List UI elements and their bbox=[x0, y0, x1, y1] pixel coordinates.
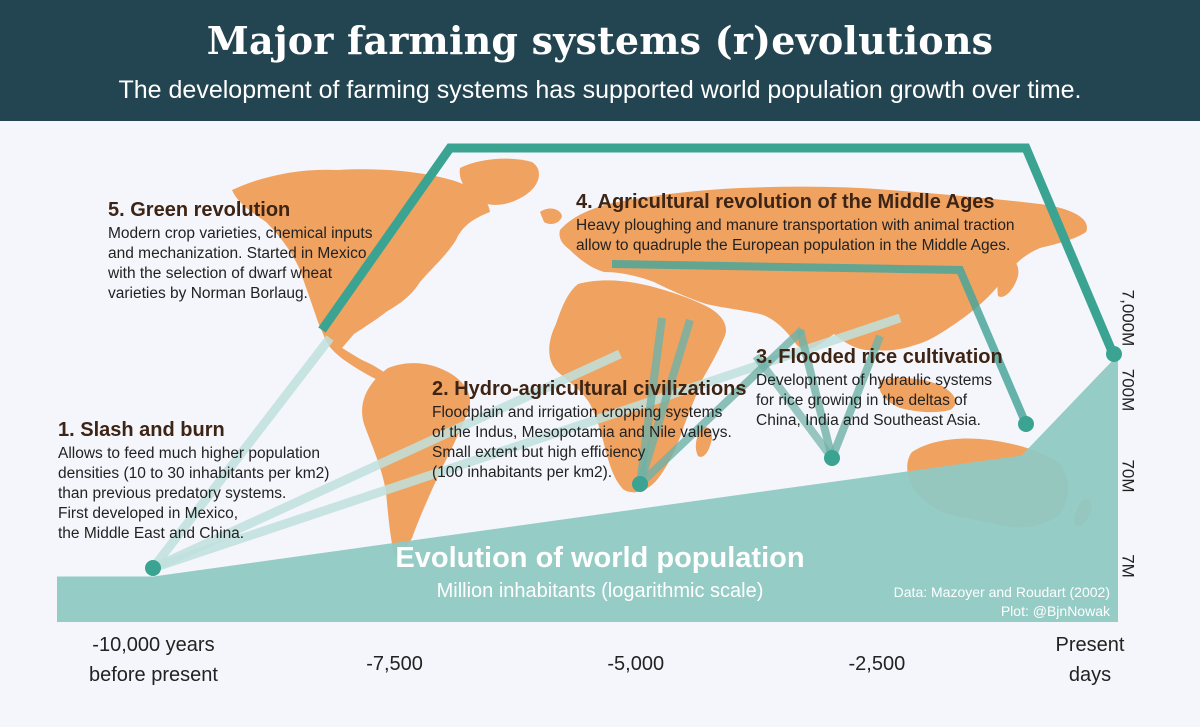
milestone-desc-line: densities (10 to 30 inhabitants per km2) bbox=[58, 465, 329, 482]
milestone-desc-line: (100 inhabitants per km2). bbox=[432, 464, 612, 481]
milestone-title-3: 3. Flooded rice cultivation bbox=[756, 346, 1003, 368]
milestone-link-line bbox=[149, 335, 334, 571]
central-america-landmass bbox=[324, 336, 392, 384]
south-america-landmass bbox=[362, 363, 470, 557]
greenland-landmass bbox=[459, 158, 539, 205]
milestone-desc-line: of the Indus, Mesopotamia and Nile valle… bbox=[432, 424, 732, 441]
milestone-desc-line: China, India and Southeast Asia. bbox=[756, 412, 981, 429]
southeast-asia-islands bbox=[879, 378, 956, 413]
milestone-desc-line: Allows to feed much higher population bbox=[58, 445, 320, 462]
milestone-desc-line: with the selection of dwarf wheat bbox=[107, 265, 333, 282]
milestone-point-3 bbox=[824, 450, 840, 466]
milestone-title-1: 1. Slash and burn bbox=[58, 419, 225, 441]
x-tick-label: -2,500 bbox=[849, 653, 906, 675]
arctic-islands bbox=[540, 208, 562, 224]
credit-data: Data: Mazoyer and Roudart (2002) bbox=[894, 584, 1110, 600]
milestone-desc-line: Heavy ploughing and manure transportatio… bbox=[576, 217, 1015, 234]
milestone-desc-line: First developed in Mexico, bbox=[58, 505, 238, 522]
x-tick-label: days bbox=[1069, 664, 1111, 686]
milestone-link-line bbox=[637, 327, 805, 487]
milestone-title-4: 4. Agricultural revolution of the Middle… bbox=[576, 191, 995, 213]
milestone-desc-line: allow to quadruple the European populati… bbox=[576, 237, 1010, 254]
y-tick-label: 700M bbox=[1119, 369, 1138, 412]
y-axis: 7M 70M 700M 7,000M bbox=[1119, 290, 1138, 578]
milestone-desc-line: the Middle East and China. bbox=[58, 525, 244, 542]
milestone-point-2 bbox=[632, 476, 648, 492]
milestone-title-5: 5. Green revolution bbox=[108, 199, 290, 221]
madagascar-landmass bbox=[695, 427, 712, 457]
milestone-link-line bbox=[828, 334, 884, 460]
milestone-desc-line: Floodplain and irrigation cropping syste… bbox=[432, 404, 723, 421]
milestone-title-2: 2. Hydro-agricultural civilizations bbox=[432, 378, 747, 400]
area-subtitle: Million inhabitants (logarithmic scale) bbox=[437, 580, 764, 602]
milestone-desc-line: and mechanization. Started in Mexico bbox=[108, 245, 366, 262]
milestone-point-4 bbox=[1018, 416, 1034, 432]
area-title: Evolution of world population bbox=[395, 542, 804, 574]
north-america-landmass bbox=[232, 169, 490, 350]
population-area bbox=[57, 354, 1118, 622]
milestone-point-5 bbox=[1106, 346, 1122, 362]
milestone-link-line bbox=[636, 317, 666, 485]
milestone-link-line bbox=[151, 349, 622, 573]
milestone-desc-line: than previous predatory systems. bbox=[58, 485, 286, 502]
milestone-link-line bbox=[611, 260, 1030, 426]
milestone-link-line bbox=[796, 329, 836, 459]
x-tick-label: -10,000 years bbox=[92, 634, 214, 656]
milestone-point-1 bbox=[145, 560, 161, 576]
y-tick-label: 70M bbox=[1119, 459, 1138, 492]
milestone-desc-line: Small extent but high efficiency bbox=[432, 444, 646, 461]
y-tick-label: 7,000M bbox=[1119, 290, 1138, 347]
x-tick-label: -7,500 bbox=[366, 653, 423, 675]
milestone-link-line bbox=[752, 353, 836, 461]
japan-landmass bbox=[997, 260, 1019, 297]
milestone-desc-line: Modern crop varieties, chemical inputs bbox=[108, 225, 373, 242]
milestone-desc-line: Development of hydraulic systems bbox=[756, 372, 992, 389]
page-title: Major farming systems (r)evolutions bbox=[206, 18, 994, 63]
y-tick-label: 7M bbox=[1119, 554, 1138, 578]
milestone-desc-line: for rice growing in the deltas of bbox=[756, 392, 968, 409]
milestone-link-line bbox=[318, 143, 1119, 358]
x-tick-label: Present bbox=[1056, 634, 1125, 656]
milestone-link-line bbox=[636, 318, 694, 486]
x-axis: -10,000 years before present -7,500 -5,000 -… bbox=[89, 634, 1125, 686]
x-tick-label: before present bbox=[89, 664, 218, 686]
header-banner: Major farming systems (r)evolutions The … bbox=[0, 0, 1200, 121]
credit-plot: Plot: @BjnNowak bbox=[1001, 603, 1111, 619]
x-tick-label: -5,000 bbox=[607, 653, 664, 675]
page-subtitle: The development of farming systems has s… bbox=[118, 76, 1082, 104]
milestone-desc-line: varieties by Norman Borlaug. bbox=[108, 285, 308, 302]
